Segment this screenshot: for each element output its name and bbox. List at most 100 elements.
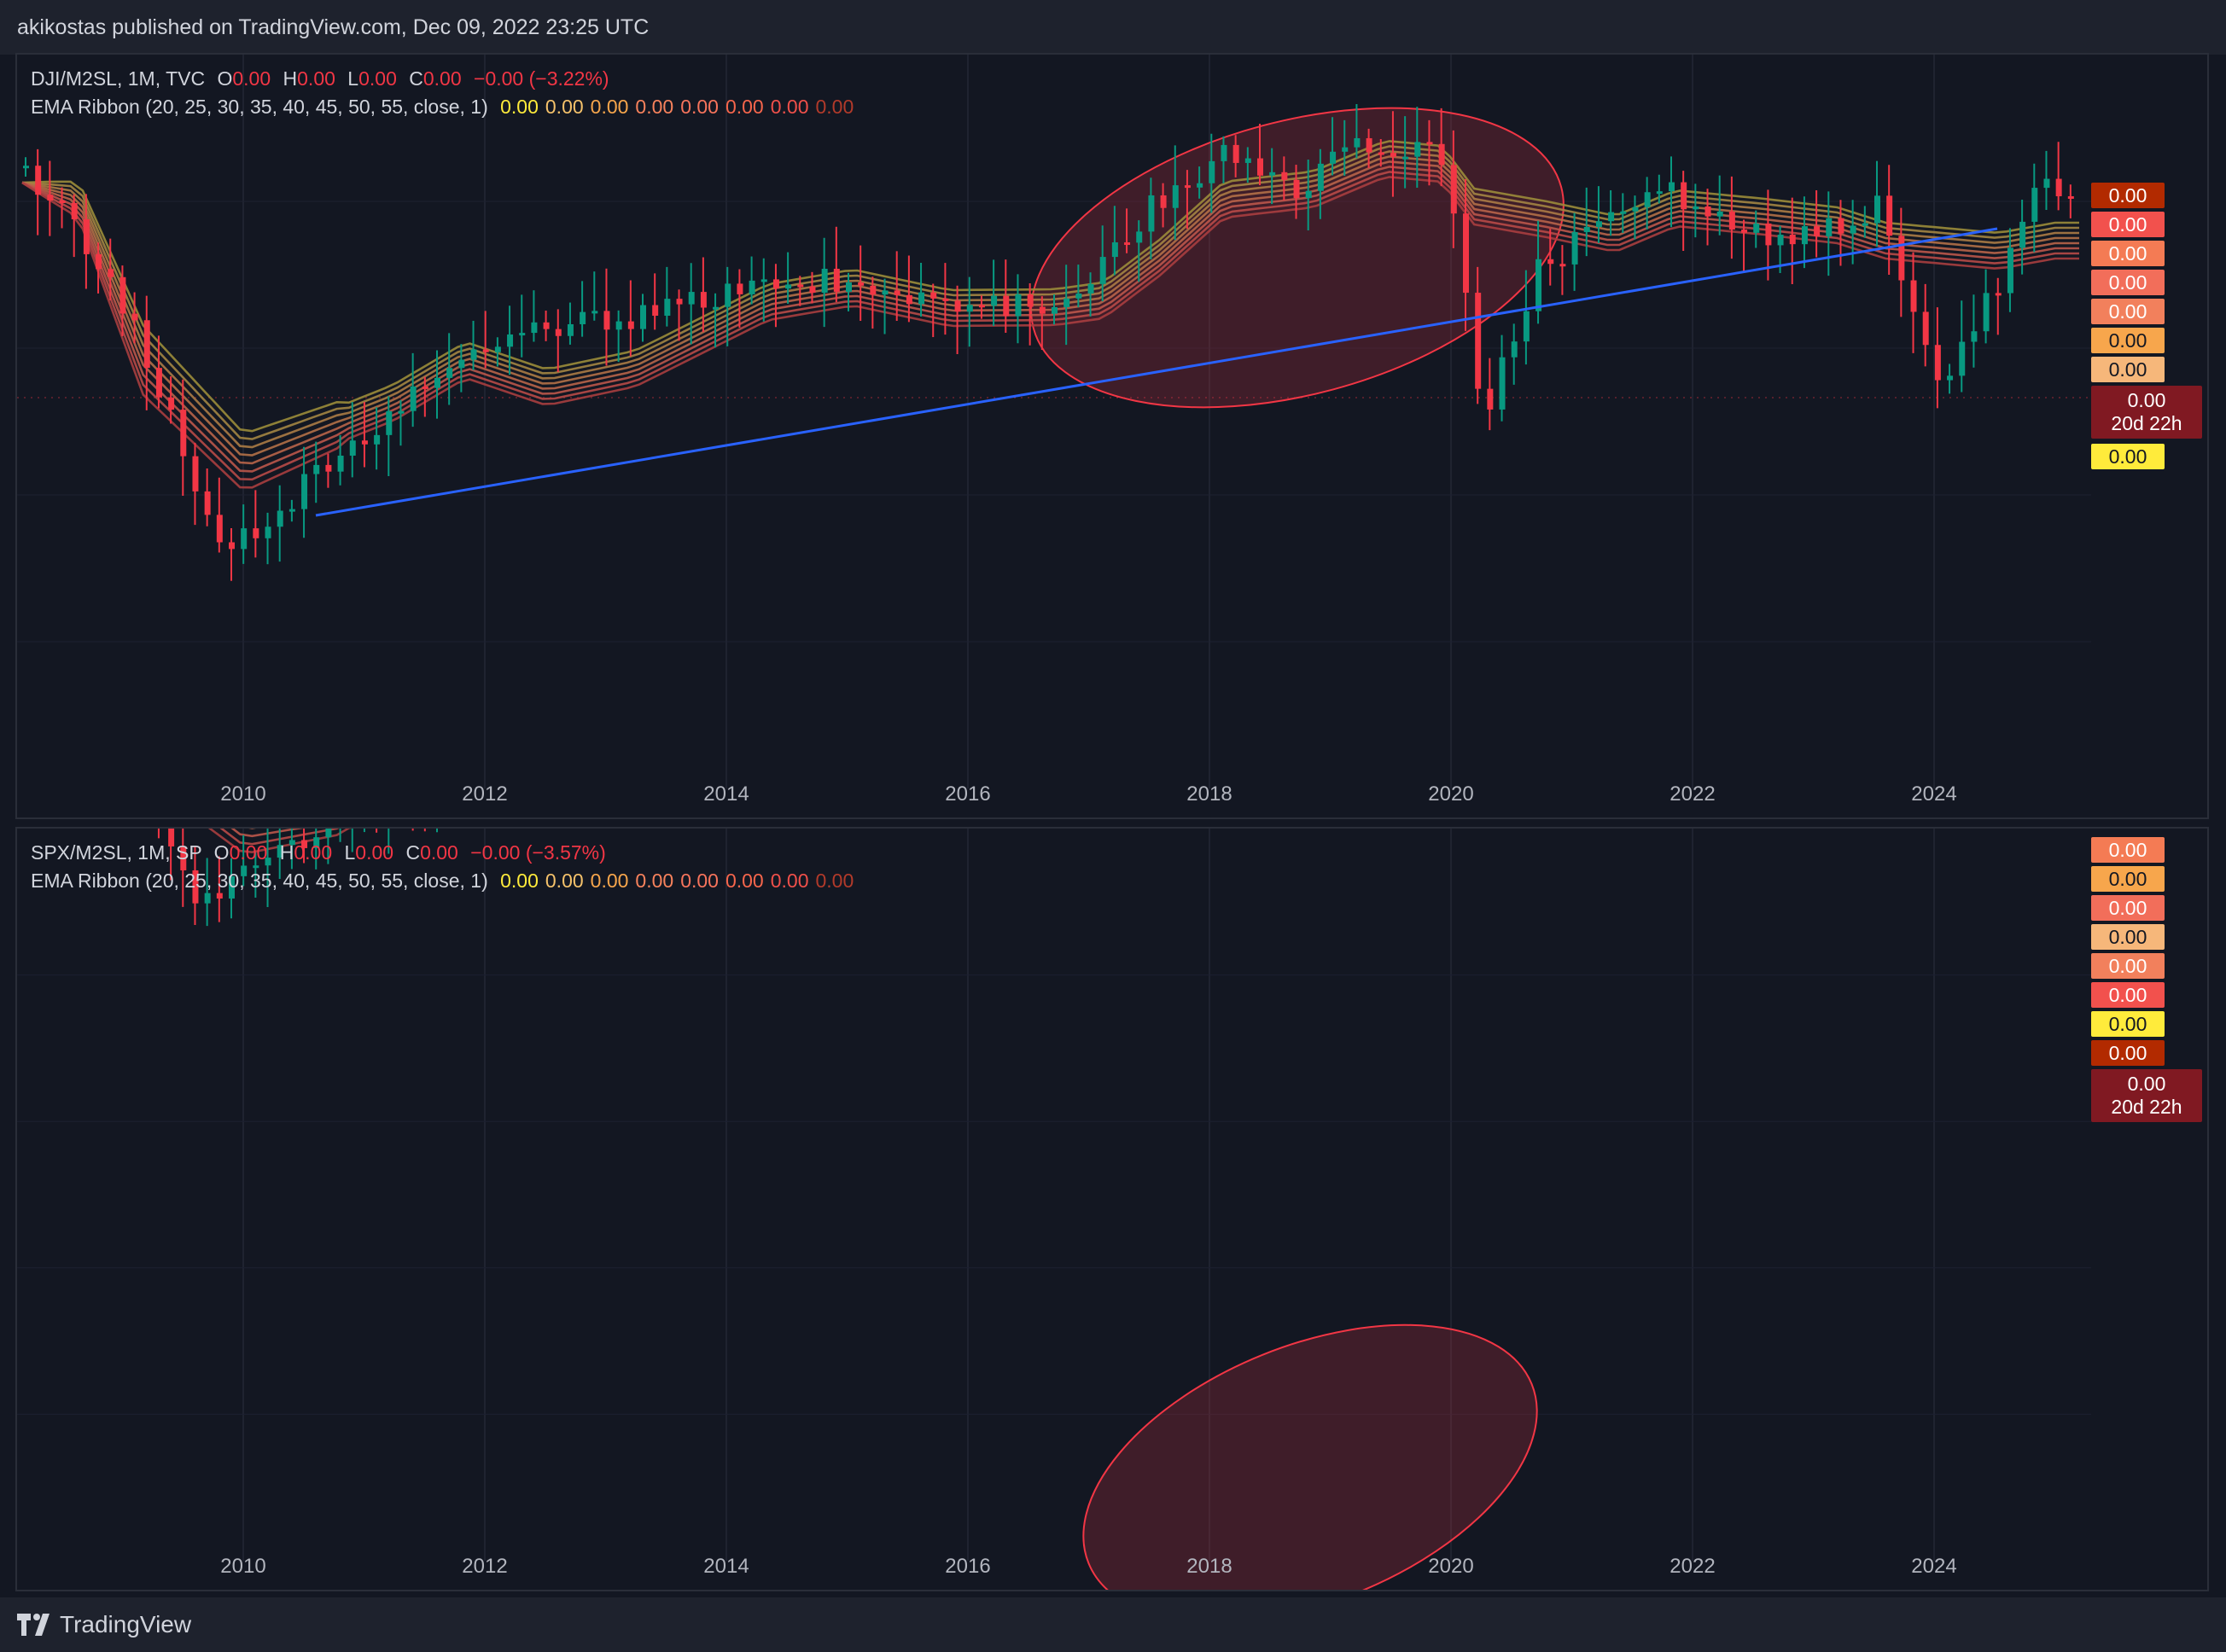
dji-symbol-row: DJI/M2SL, 1M, TVC O0.00 H0.00 L0.00 C0.0… (31, 65, 854, 93)
spx-open-label: O (213, 841, 230, 864)
spx-candles (157, 829, 438, 927)
dji-candle-body (1499, 357, 1506, 410)
dji-price-tag-5: 0.00 (2091, 299, 2165, 324)
spx-price-tag-value: 0.00 (2108, 1013, 2147, 1035)
dji-candle-body (1221, 144, 1227, 161)
dji-ema-value-4: 0.00 (635, 96, 674, 118)
dji-candle-body (361, 440, 368, 445)
spx-price-tag-value: 0.00 (2108, 897, 2147, 919)
dji-candle-body (1741, 230, 1748, 233)
dji-candle-body (1487, 388, 1494, 410)
publish-header: akikostas published on TradingView.com, … (0, 0, 2226, 55)
dji-close: 0.00 (422, 67, 462, 90)
spx-ema-value-6: 0.00 (725, 870, 764, 892)
dji-candle-body (1463, 213, 1469, 294)
tradingview-logo[interactable]: TradingView (17, 1609, 191, 1640)
dji-price-tag-value: 0.00 (2108, 271, 2147, 294)
dji-candle-body (1971, 331, 1978, 342)
dji-candle-body (1862, 223, 1868, 226)
chart-pane-spx[interactable]: 2010 2012 2014 2016 2018 2020 2022 2024 SPX/M2S… (15, 827, 2209, 1591)
spx-candle-body (216, 893, 223, 899)
dji-candle-body (1910, 280, 1917, 312)
dji-candle-body (1922, 311, 1929, 346)
dji-candle-body (567, 323, 574, 336)
spx-close: 0.00 (420, 841, 458, 864)
spx-candle-body (288, 840, 295, 846)
dji-highlight-ellipse (1030, 107, 1565, 409)
dji-candle-body (2043, 178, 2050, 189)
dji-candle-body (180, 410, 187, 457)
spx-x-tick-2024: 2024 (1911, 1555, 1956, 1578)
dji-candle-body (1052, 306, 1058, 314)
chart-pane-dji[interactable]: 2010 2012 2014 2016 2018 2020 2022 2024 DJI/M2S… (15, 53, 2209, 819)
dji-candle-body (1414, 142, 1421, 157)
dji-candle-body (664, 299, 671, 316)
dji-chart-canvas[interactable]: 2010 2012 2014 2016 2018 2020 2022 2024 (17, 55, 2207, 817)
dji-candle-body (1777, 235, 1784, 246)
dji-candle-body (894, 290, 900, 295)
spx-x-tick-2012: 2012 (462, 1555, 507, 1578)
spx-indicator-name[interactable]: EMA Ribbon (20, 25, 30, 35, 40, 45, 50, … (31, 870, 488, 892)
dji-candle-body (1039, 306, 1046, 314)
spx-candle-body (168, 829, 175, 846)
dji-candle-body (1111, 242, 1118, 258)
dji-candle-body (313, 464, 320, 474)
dji-indicator-row: EMA Ribbon (20, 25, 30, 35, 40, 45, 50, … (31, 93, 854, 121)
spx-chart-canvas[interactable]: 2010 2012 2014 2016 2018 2020 2022 2024 (17, 829, 2207, 1590)
dji-change: −0.00 (−3.22%) (474, 67, 609, 90)
dji-candle-body (652, 305, 659, 316)
spx-low: 0.00 (355, 841, 394, 864)
dji-candle-body (1595, 221, 1602, 227)
dji-candle-body (337, 455, 344, 472)
dji-candle-body (906, 294, 912, 305)
dji-price-tag-3: 0.00 (2091, 241, 2165, 266)
dji-candle-body (580, 311, 586, 324)
dji-x-tick-2016: 2016 (945, 782, 990, 806)
dji-candle-body (1099, 257, 1106, 284)
spx-close-label: C (405, 841, 421, 864)
dji-candle-body (1838, 218, 1844, 234)
spx-price-tag-7: 0.00 (2091, 1011, 2165, 1037)
dji-candle-body (591, 311, 598, 314)
spx-indicator-row: EMA Ribbon (20, 25, 30, 35, 40, 45, 50, … (31, 867, 854, 895)
dji-candle-body (1511, 341, 1518, 358)
dji-candle-body (954, 300, 961, 312)
dji-candle-body (2067, 195, 2074, 199)
dji-candle-body (216, 515, 223, 543)
spx-symbol[interactable]: SPX/M2SL, 1M, SP (31, 841, 202, 864)
spx-x-tick-2022: 2022 (1670, 1555, 1715, 1578)
dji-candle-body (870, 285, 877, 295)
dji-candle-body (288, 509, 295, 512)
spx-low-label: L (344, 841, 356, 864)
spx-countdown: 20d 22h (2111, 1096, 2182, 1118)
dji-candle-body (749, 280, 755, 294)
dji-open: 0.00 (232, 67, 271, 90)
dji-candle-body (2031, 188, 2038, 222)
dji-candle-body (229, 542, 235, 550)
dji-candle-body (1075, 293, 1082, 299)
dji-candle-body (918, 292, 925, 305)
spx-ema-value-8: 0.00 (815, 870, 854, 892)
dji-symbol[interactable]: DJI/M2SL, 1M, TVC (31, 67, 206, 90)
dji-candle-body (96, 253, 102, 270)
dji-price-tag-4: 0.00 (2091, 270, 2165, 295)
dji-candle-body (507, 334, 514, 347)
dji-candle-body (1753, 223, 1760, 233)
dji-indicator-values: 0.00 0.00 0.00 0.00 0.00 0.00 0.00 0.00 (493, 96, 854, 118)
dji-candle-body (1402, 156, 1409, 160)
dji-countdown: 20d 22h (2111, 412, 2182, 434)
dji-candle-body (494, 346, 501, 352)
spx-x-tick-2018: 2018 (1186, 1555, 1232, 1578)
dji-candles (23, 103, 2074, 581)
dji-indicator-name[interactable]: EMA Ribbon (20, 25, 30, 35, 40, 45, 50, … (31, 96, 488, 118)
dji-x-tick-2022: 2022 (1670, 782, 1715, 806)
dji-candle-body (119, 276, 126, 314)
dji-candle-body (1366, 137, 1372, 153)
dji-candle-body (1886, 195, 1893, 236)
spx-candle-body (204, 893, 211, 904)
dji-ema-value-1: 0.00 (500, 96, 539, 118)
dji-candle-body (1426, 142, 1433, 145)
spx-indicator-values: 0.00 0.00 0.00 0.00 0.00 0.00 0.00 0.00 (493, 870, 854, 892)
dji-candle-body (531, 322, 538, 334)
dji-candle-body (253, 528, 259, 538)
